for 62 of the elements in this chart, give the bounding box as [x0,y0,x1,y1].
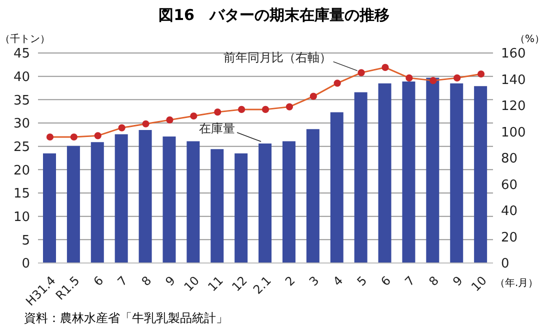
bar [258,144,272,263]
bar [210,149,224,263]
chart-title: 図16 バターの期末在庫量の推移 [158,6,390,25]
bar [66,146,80,263]
y-tick-label: 20 [13,163,30,178]
y-tick-label: 5 [22,233,30,248]
y2-tick-label: 40 [501,204,518,220]
y-tick-label: 0 [22,256,30,272]
y-tick-label: 30 [13,116,30,132]
bar [306,129,320,263]
y-tick-label: 25 [13,140,30,155]
y2-tick-label: 120 [501,99,526,114]
y2-tick-label: 80 [501,152,518,167]
bar [234,153,248,263]
series-label: 在庫量 [199,122,236,136]
bar [330,112,344,263]
x-tick-label: 4 [330,273,346,289]
x-tick-label: 7 [402,273,418,289]
y-tick-label: 15 [13,186,30,202]
bar [378,83,392,263]
bar [162,136,176,263]
x-tick-label: 7 [114,273,130,289]
x-tick-label: 3 [306,273,322,289]
x-tick-label: 12 [229,273,250,294]
y2-tick-label: 160 [501,46,526,62]
bar [426,78,440,263]
y-tick-label: 10 [13,210,30,225]
x-tick-label: 10 [181,273,202,294]
x-tick-label: 8 [426,273,442,289]
x-tick-label: 9 [162,273,178,289]
y2-tick-label: 100 [501,125,526,140]
bar [138,130,152,263]
bar [114,134,128,263]
x-tick-label: 11 [205,273,226,294]
bar [354,92,368,263]
x-tick-label: 6 [90,273,106,289]
x-tick-label: 8 [138,273,154,289]
y2-tick-label: 60 [501,178,518,193]
x-axis-title: （年.月） [495,277,538,290]
y-tick-label: 45 [13,46,30,62]
y2-tick-label: 140 [501,72,526,88]
bar [90,142,104,263]
bar [474,86,488,263]
y2-tick-label: 20 [501,230,518,246]
y2-tick-label: 0 [501,256,510,272]
y-tick-label: 40 [13,70,30,85]
x-tick-label: 2 [282,273,298,289]
bar [450,83,464,263]
x-tick-label: 5 [354,273,370,289]
x-tick-label: 9 [450,273,466,289]
bar [402,81,416,263]
bar [186,141,200,263]
y-axis-title: （千トン） [0,32,50,46]
x-tick-label: 6 [378,273,394,289]
series-label: 前年同月比（右軸） [223,50,332,65]
x-tick-label: 2.1 [250,273,274,297]
y-tick-label: 35 [13,93,30,108]
text: 資料：農林水産省「牛乳乳製品統計」 [24,310,228,327]
bar [282,141,296,263]
bar [43,153,56,263]
y2-axis-title: （%） [515,33,545,46]
x-tick-label: 10 [468,273,490,294]
